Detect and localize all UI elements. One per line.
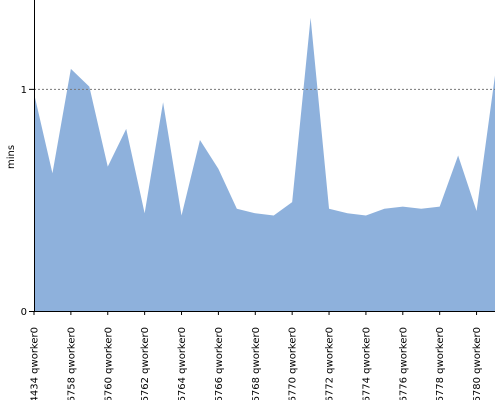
axes — [29, 0, 495, 315]
plot-area — [34, 17, 495, 312]
x-tick-label: #6776 qworker0 — [398, 327, 409, 400]
y-axis-label: mins — [6, 145, 17, 169]
series-area — [34, 17, 495, 312]
x-tick-label: #6764 qworker0 — [177, 327, 188, 400]
x-tick-label: #6778 qworker0 — [435, 327, 446, 400]
tick-labels: 0 1 #4434 qworker0 #6758 qworker0 #6760 qwor… — [21, 85, 483, 400]
x-tick-label: #4434 qworker0 — [30, 327, 41, 400]
x-tick-label: #6768 qworker0 — [251, 327, 262, 400]
x-tick-label: #6780 qworker0 — [472, 327, 483, 400]
y-tick-label: 0 — [21, 307, 27, 318]
x-tick-label: #6770 qworker0 — [288, 327, 299, 400]
y-tick-label: 1 — [21, 85, 27, 96]
x-tick-label: #6760 qworker0 — [103, 327, 114, 400]
x-tick-label: #6772 qworker0 — [325, 327, 336, 400]
x-tick-label: #6762 qworker0 — [140, 327, 151, 400]
x-tick-label: #6758 qworker0 — [66, 327, 77, 400]
x-tick-label: #6774 qworker0 — [361, 327, 372, 400]
x-tick-label: #6766 qworker0 — [214, 327, 225, 400]
